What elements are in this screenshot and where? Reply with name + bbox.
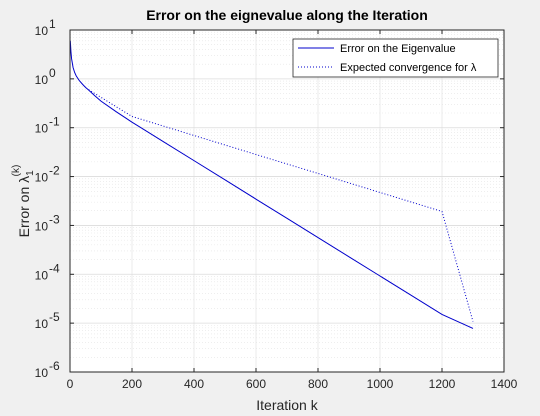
y-axis-label-sub: 1 [25, 170, 36, 176]
y-tick-exponent: 1 [49, 17, 56, 31]
y-tick-exponent: -6 [49, 359, 60, 373]
legend-box [292, 38, 499, 78]
series-line-error [69, 40, 474, 329]
y-axis-label: Error on λ1(k) [11, 165, 36, 238]
x-axis-ticks: 0 200 400 600 800 1000 1200 1400 [67, 30, 518, 391]
x-tick-label: 1000 [367, 377, 394, 391]
plot-frame [69, 29, 505, 373]
x-tick-label: 200 [122, 377, 142, 391]
x-tick-label: 0 [67, 377, 74, 391]
minor-grid [70, 31, 504, 358]
y-tick-exponent: -2 [49, 164, 60, 178]
series-line-expected [88, 89, 474, 322]
x-tick-label: 800 [308, 377, 328, 391]
x-tick-label: 600 [246, 377, 266, 391]
series-layer [69, 40, 474, 329]
y-tick-exponent: 0 [49, 66, 56, 80]
x-tick-label: 1400 [491, 377, 518, 391]
y-tick-label: 10 [35, 366, 49, 380]
x-axis-label: Iteration k [256, 397, 318, 413]
y-tick-label: 10 [35, 122, 49, 136]
legend-label-error: Error on the Eigenvalue [340, 43, 456, 55]
y-tick-label: 10 [35, 24, 49, 38]
legend: Error on the Eigenvalue Expected converg… [292, 38, 499, 78]
y-tick-label: 10 [35, 219, 49, 233]
y-tick-label: 10 [35, 268, 49, 282]
legend-label-expected: Expected convergence for λ [340, 62, 477, 74]
y-axis-label-sup: (k) [11, 165, 22, 177]
x-tick-label: 1200 [429, 377, 456, 391]
y-tick-exponent: -3 [49, 212, 60, 226]
y-tick-label: 10 [35, 317, 49, 331]
plot-area [70, 30, 504, 372]
x-tick-label: 400 [184, 377, 204, 391]
y-tick-label: 10 [35, 171, 49, 185]
y-tick-label: 10 [35, 73, 49, 87]
y-axis-label-group: Error on λ1(k) [11, 165, 36, 238]
y-tick-exponent: -1 [49, 115, 60, 129]
y-tick-exponent: -5 [49, 310, 60, 324]
y-tick-exponent: -4 [49, 261, 60, 275]
chart-title: Error on the eignevalue along the Iterat… [146, 7, 428, 23]
y-axis-label-main: Error on λ [16, 176, 32, 237]
